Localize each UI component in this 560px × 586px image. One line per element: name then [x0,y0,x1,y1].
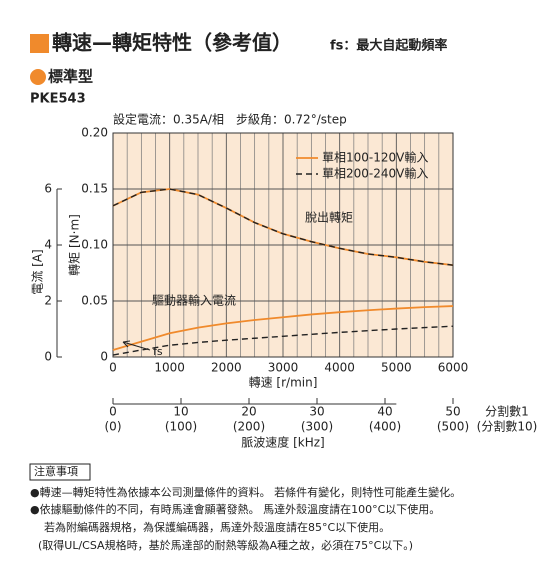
note: 若為附編碼器規格，為保護編碼器，馬達外殼溫度請在85°C以下使用。 [44,520,390,534]
x-axis-title: 轉速 [r/min] [249,376,318,390]
model: PKE543 [30,92,86,107]
y2-tick-label: 0 [44,350,52,364]
subtitle: 標準型 [48,68,93,86]
x2-tick-label: 10 [173,405,188,419]
x-tick-label: 1000 [154,361,185,375]
x-tick-label: 3000 [268,361,299,375]
x2-tick-label: (500) [437,420,469,434]
y2-tick-label: 4 [44,238,52,252]
y-axis-title: 轉矩 [N·m] [68,214,82,276]
page-title: 轉速—轉矩特性（參考值） [52,31,292,55]
y2-tick-label: 6 [44,182,52,196]
legend-label: 單相100-120V輸入 [322,150,428,165]
legend-label: 單相200-240V輸入 [322,166,428,181]
x2-tick-label: 0 [109,405,117,419]
x-tick-label: 5000 [381,361,412,375]
y-tick-label: 0.20 [81,126,108,140]
y-tick-label: 0.15 [81,182,108,196]
x2-tick-label: 40 [377,405,392,419]
torque-line [112,188,454,266]
y-tick-label: 0.05 [81,294,108,308]
annotation: 驅動器輸入電流 [152,293,236,308]
x2-tick-label: (400) [369,420,401,434]
note: (取得UL/CSA規格時，基於馬達部的耐熱等級為A種之故，必須在75°C以下。) [38,538,413,552]
x2-tick-label: (300) [301,420,333,434]
x2-tick-label: 20 [241,405,256,419]
annotation: fs [153,345,163,358]
y2-axis-title: 電流 [A] [31,249,45,294]
notes-title: 注意事項 [34,464,78,478]
note: ●轉速—轉矩特性為依據本公司測量條件的資料。 若條件有變化，則特性可能產生變化。 [30,485,461,499]
notes-box [29,463,91,481]
subtitle-dot [30,69,46,85]
fs-arrow [122,340,151,351]
x2-tick-label: 50 [445,405,460,419]
x2-division-label: 分割數1 [485,404,529,419]
y-tick-label: 0 [100,350,108,364]
x2-tick-label: (100) [165,420,197,434]
note: ●依據驅動條件的不同，有時馬達會顯著發熱。 馬達外殼溫度請在100°C以下使用。 [30,502,440,516]
x-tick-label: 2000 [211,361,242,375]
x2-division-label: (分割數10) [477,419,538,434]
current-line [112,305,454,351]
y-tick-label: 0.10 [81,238,108,252]
x2-axis-title: 脈波速度 [kHz] [241,435,324,450]
current-line [112,325,454,356]
fs-note: fs：最大自起動頻率 [330,38,447,54]
x-tick-label: 0 [109,361,117,375]
x2-tick-label: 30 [309,405,324,419]
y2-tick-label: 2 [44,294,52,308]
x-tick-label: 4000 [324,361,355,375]
plot-frame [112,132,454,358]
chart-title: 設定電流：0.35A/相 步級角：0.72°/step [113,112,347,127]
annotation: 脫出轉矩 [305,210,353,225]
x-tick-label: 6000 [438,361,469,375]
x2-tick-label: (0) [105,420,122,434]
title-square [30,34,49,53]
x2-tick-label: (200) [233,420,265,434]
